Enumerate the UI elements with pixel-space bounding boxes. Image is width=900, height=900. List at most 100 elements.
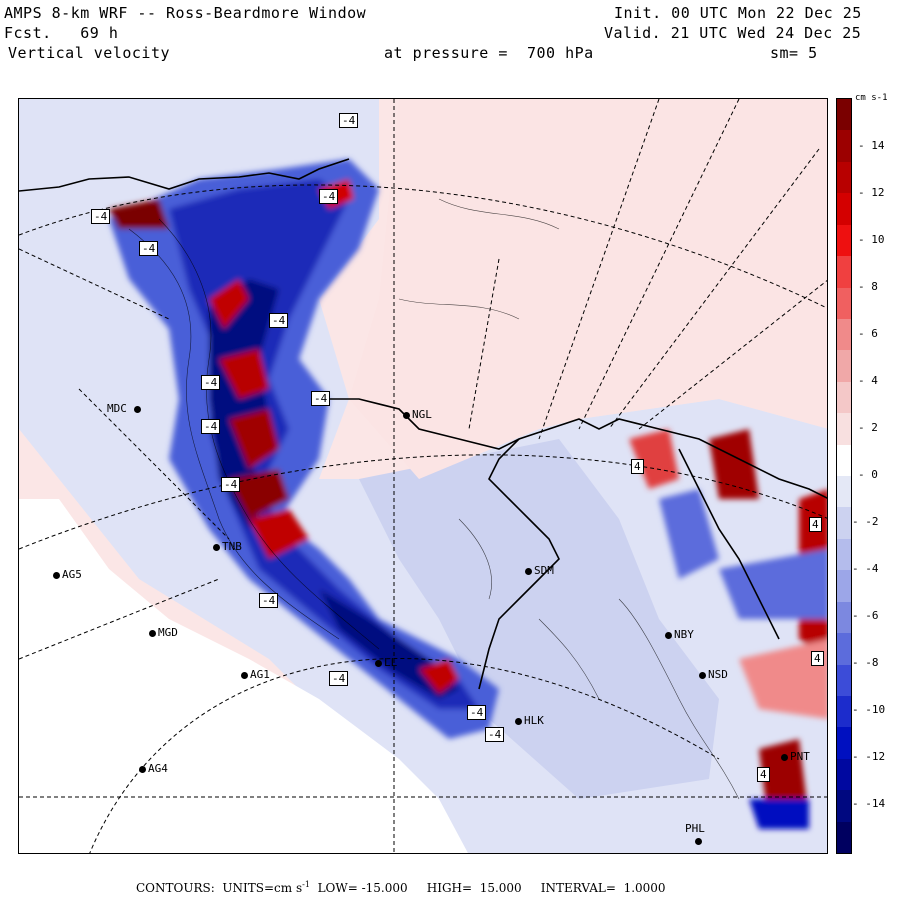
colorbar-segment bbox=[837, 161, 851, 194]
station-label: SDM bbox=[534, 564, 554, 577]
variable-name: Vertical velocity bbox=[8, 44, 171, 62]
colorbar-tick-label: - 8 bbox=[858, 280, 878, 293]
station-tnb: TNB bbox=[213, 541, 242, 553]
low-value: -15.000 bbox=[361, 881, 408, 895]
contour-label: -4 bbox=[221, 477, 241, 492]
station-dot-icon bbox=[375, 659, 382, 667]
contours-label: CONTOURS: bbox=[136, 881, 215, 895]
colorbar-tick-label: - 6 bbox=[858, 327, 878, 340]
colorbar-tick-label: - 4 bbox=[858, 374, 878, 387]
station-ll: LL bbox=[375, 657, 397, 669]
station-label: PNT bbox=[790, 750, 810, 763]
station-label: HLK bbox=[524, 714, 544, 727]
pink-region bbox=[349, 99, 827, 479]
station-dot-icon bbox=[403, 411, 410, 419]
station-dot-icon bbox=[665, 631, 672, 639]
station-label: AG1 bbox=[250, 668, 270, 681]
valid-time: Valid. 21 UTC Wed 24 Dec 25 bbox=[604, 24, 862, 42]
station-label: MDC bbox=[107, 402, 127, 415]
contour-label: -4 bbox=[329, 671, 349, 686]
contour-label: -4 bbox=[259, 593, 279, 608]
colorbar bbox=[836, 98, 852, 854]
contour-label: 4 bbox=[809, 517, 822, 532]
colorbar-segment bbox=[837, 570, 851, 603]
map-title: AMPS 8-km WRF -- Ross-Beardmore Window bbox=[4, 4, 367, 22]
smoothing: sm= 5 bbox=[770, 44, 818, 62]
init-time: Init. 00 UTC Mon 22 Dec 25 bbox=[614, 4, 862, 22]
station-dot-icon bbox=[515, 717, 522, 725]
contour-label: -4 bbox=[201, 419, 221, 434]
fcst-value: 69 h bbox=[80, 24, 119, 42]
station-dot-icon bbox=[241, 671, 248, 679]
graticule bbox=[19, 99, 827, 853]
contour-label: -4 bbox=[339, 113, 359, 128]
colorbar-tick-label: - -12 bbox=[852, 750, 886, 763]
colorbar-segment bbox=[837, 664, 851, 697]
station-ag4: AG4 bbox=[139, 763, 168, 775]
colorbar-tick-label: - -6 bbox=[852, 609, 879, 622]
colorbar-segment bbox=[837, 99, 851, 131]
station-label: TNB bbox=[222, 540, 242, 553]
high-value: 15.000 bbox=[479, 881, 522, 895]
station-label: NGL bbox=[412, 408, 432, 421]
colorbar-segment bbox=[837, 695, 851, 728]
contour-label: 4 bbox=[757, 767, 770, 782]
colorbar-segment bbox=[837, 193, 851, 226]
colorbar-segment bbox=[837, 256, 851, 288]
station-dot-icon bbox=[695, 837, 702, 845]
colorbar-tick-label: - -10 bbox=[852, 703, 886, 716]
coastline bbox=[19, 158, 827, 690]
colorbar-segment bbox=[837, 727, 851, 760]
station-mdc: MDC bbox=[107, 403, 143, 415]
station-label: AG5 bbox=[62, 568, 82, 581]
station-dot-icon bbox=[525, 567, 532, 575]
units-exponent: -1 bbox=[302, 880, 310, 889]
station-label: AG4 bbox=[148, 762, 168, 775]
station-mgd: MGD bbox=[149, 627, 178, 639]
station-label: LL bbox=[384, 656, 398, 669]
colorbar-segment bbox=[837, 538, 851, 571]
colorbar-segment bbox=[837, 130, 851, 163]
contour-label: -4 bbox=[485, 727, 505, 742]
station-dot-icon bbox=[213, 543, 220, 551]
contour-label: -4 bbox=[319, 189, 339, 204]
contour-label: -4 bbox=[269, 313, 289, 328]
contour-label: 4 bbox=[631, 459, 644, 474]
station-hlk: HLK bbox=[515, 715, 544, 727]
colorbar-segment bbox=[837, 758, 851, 791]
colorbar-tick-label: - 10 bbox=[858, 233, 885, 246]
colorbar-tick-label: - 2 bbox=[858, 421, 878, 434]
colorbar-tick-label: - -4 bbox=[852, 562, 879, 575]
colorbar-segment bbox=[837, 413, 851, 446]
station-ag5: AG5 bbox=[53, 569, 82, 581]
station-sdm: SDM bbox=[525, 565, 554, 577]
colorbar-tick-label: - 14 bbox=[858, 139, 885, 152]
colorbar-segment bbox=[837, 601, 851, 634]
station-dot-icon bbox=[133, 405, 141, 413]
footer-contour-info: CONTOURS: UNITS=cm s-1 LOW= -15.000 HIGH… bbox=[136, 880, 666, 895]
colorbar-segment bbox=[837, 318, 851, 351]
station-ag1: AG1 bbox=[241, 669, 270, 681]
high-label: HIGH= bbox=[426, 881, 473, 895]
colorbar-units: cm s-1 bbox=[855, 93, 888, 103]
contour-label: -4 bbox=[467, 705, 487, 720]
colorbar-tick-label: - 0 bbox=[858, 468, 878, 481]
colorbar-segment bbox=[837, 633, 851, 665]
vertical-velocity-field bbox=[19, 99, 827, 853]
contour-label: 4 bbox=[811, 651, 824, 666]
station-label: NSD bbox=[708, 668, 728, 681]
pressure-level: at pressure = 700 hPa bbox=[384, 44, 594, 62]
colorbar-segment bbox=[837, 790, 851, 823]
colorbar-tick-label: - -2 bbox=[852, 515, 879, 528]
contour-label: -4 bbox=[311, 391, 331, 406]
station-pnt: PNT bbox=[781, 751, 810, 763]
fcst-label: Fcst. bbox=[4, 24, 52, 42]
station-dot-icon bbox=[139, 765, 146, 773]
colorbar-segment bbox=[837, 287, 851, 320]
low-label: LOW= bbox=[317, 881, 358, 895]
colorbar-tick-label: - -14 bbox=[852, 797, 886, 810]
map-panel: -4 -4 -4 -4 -4 -4 -4 -4 -4 -4 -4 -4 -4 4… bbox=[18, 98, 828, 854]
contour-label: -4 bbox=[139, 241, 159, 256]
pressure-label: at pressure = bbox=[384, 44, 508, 62]
colorbar-tick-label: - -8 bbox=[852, 656, 879, 669]
